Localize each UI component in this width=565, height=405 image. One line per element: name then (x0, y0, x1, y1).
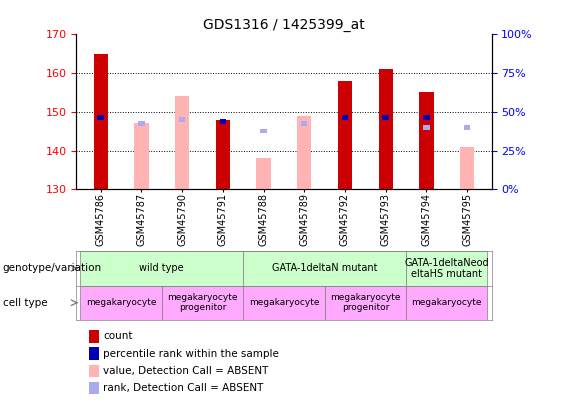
Bar (179, 117, 185, 122)
Bar (134, 124, 149, 189)
Bar (80, 286, 162, 320)
Bar (243, 251, 406, 286)
Bar (175, 96, 189, 189)
Bar (220, 119, 226, 124)
Bar (89, 330, 99, 343)
Bar (338, 81, 352, 189)
Bar (406, 286, 488, 320)
Bar (297, 116, 311, 189)
Bar (406, 251, 488, 286)
Text: cell type: cell type (3, 298, 47, 308)
Bar (138, 121, 145, 126)
Bar (460, 147, 474, 189)
Bar (464, 125, 470, 130)
Text: value, Detection Call = ABSENT: value, Detection Call = ABSENT (103, 366, 268, 376)
Title: GDS1316 / 1425399_at: GDS1316 / 1425399_at (203, 18, 365, 32)
Bar (325, 286, 406, 320)
Bar (383, 115, 389, 120)
Bar (419, 92, 433, 189)
Bar (162, 286, 243, 320)
Bar (257, 158, 271, 189)
Text: GATA-1deltaNeod
eltaHS mutant: GATA-1deltaNeod eltaHS mutant (405, 258, 489, 279)
Text: genotype/variation: genotype/variation (3, 263, 102, 273)
Text: count: count (103, 331, 133, 341)
Bar (260, 129, 267, 134)
Text: wild type: wild type (140, 263, 184, 273)
Bar (98, 115, 104, 120)
Bar (89, 382, 99, 394)
Text: megakaryocyte: megakaryocyte (411, 298, 482, 307)
Text: megakaryocyte: megakaryocyte (249, 298, 319, 307)
Bar (423, 115, 429, 120)
Bar (89, 364, 99, 377)
Text: rank, Detection Call = ABSENT: rank, Detection Call = ABSENT (103, 383, 264, 393)
Bar (301, 121, 307, 126)
Bar (423, 125, 429, 130)
Bar (342, 115, 348, 120)
Text: percentile rank within the sample: percentile rank within the sample (103, 349, 279, 358)
Text: megakaryocyte
progenitor: megakaryocyte progenitor (167, 293, 238, 312)
Bar (243, 286, 325, 320)
Bar (216, 119, 230, 189)
Text: megakaryocyte: megakaryocyte (86, 298, 157, 307)
Bar (94, 54, 108, 189)
Bar (379, 69, 393, 189)
Bar (80, 251, 243, 286)
Text: megakaryocyte
progenitor: megakaryocyte progenitor (330, 293, 401, 312)
Text: GATA-1deltaN mutant: GATA-1deltaN mutant (272, 263, 377, 273)
Bar (89, 347, 99, 360)
